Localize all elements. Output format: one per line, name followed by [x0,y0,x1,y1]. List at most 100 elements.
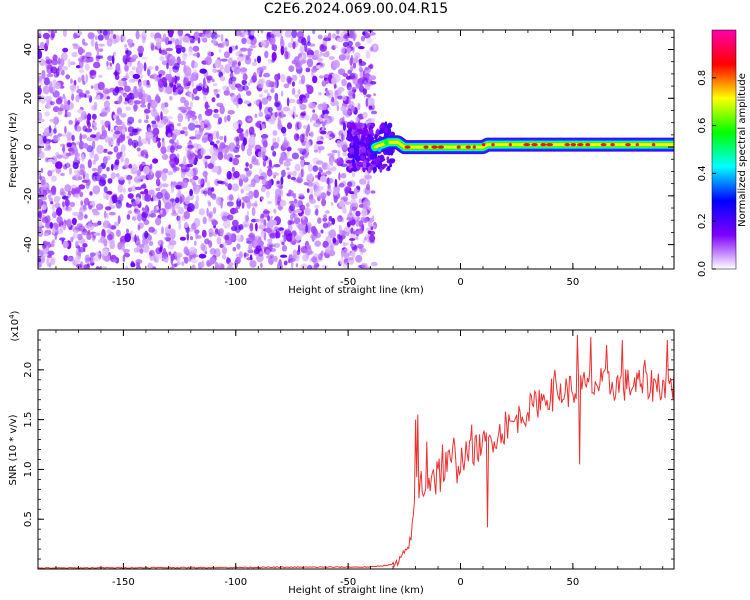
noise-blob [275,30,283,38]
noise-blob [116,107,123,115]
noise-blob [40,95,46,104]
noise-blob [352,45,355,53]
noise-blob [313,121,321,128]
noise-blob [307,264,313,269]
signal-peak [570,143,577,147]
transition-blob [355,157,361,162]
noise-blob [46,257,50,267]
noise-blob [373,93,376,97]
noise-blob [192,143,200,149]
noise-blob [183,53,188,57]
noise-blob [217,151,224,161]
noise-blob [201,229,207,238]
noise-blob [273,164,281,168]
noise-blob [212,113,220,119]
noise-blob [77,46,84,56]
noise-blob [198,208,205,216]
noise-blob [286,150,290,158]
noise-blob [179,195,183,205]
noise-blob [323,37,331,42]
noise-blob [347,89,355,96]
noise-blob [82,80,86,85]
y-tick-label: 1.0 [23,461,34,477]
noise-blob [263,231,267,241]
noise-blob [177,113,184,123]
noise-blob [316,140,324,145]
noise-blob [365,227,372,232]
noise-blob [286,122,293,130]
noise-blob [309,186,314,197]
noise-blob [133,89,139,99]
noise-blob [291,240,297,245]
noise-blob [201,260,205,268]
noise-blob [309,101,313,106]
noise-blob [177,206,184,215]
noise-blob [180,130,185,135]
noise-blob [188,156,196,165]
noise-blob [269,219,277,226]
noise-blob [328,56,335,60]
noise-blob [138,119,142,124]
noise-blob [81,179,89,183]
noise-blob [39,249,43,259]
noise-blob [303,125,308,130]
noise-blob [212,231,217,237]
noise-blob [156,205,159,211]
noise-blob [364,234,369,242]
noise-blob [237,85,245,92]
noise-blob [124,65,129,72]
spectrogram-x-ticks: -150 -100 -50 0 50 [55,30,664,288]
noise-blob [228,57,233,66]
noise-blob [367,230,372,235]
noise-blob [124,252,131,258]
snr-x-ticks: -150 -100 -50 0 50 [55,330,664,588]
noise-blob [237,56,245,62]
noise-blob [204,161,208,169]
noise-blob [72,45,80,50]
noise-blob [200,243,206,251]
noise-blob [176,153,180,159]
noise-blob [330,202,334,206]
noise-blob [350,240,354,250]
snr-series-line [38,334,674,569]
noise-blob [117,79,125,87]
noise-blob [320,172,327,176]
noise-blob [249,45,257,49]
noise-blob [125,203,133,208]
noise-blob [127,138,133,146]
noise-blob [280,126,287,134]
noise-blob [64,198,70,207]
signal-peak [577,143,584,147]
noise-blob [325,210,330,214]
noise-blob [361,208,368,217]
noise-blob [79,133,82,143]
noise-blob [125,174,133,181]
noise-blob [150,163,153,170]
noise-blob [360,248,367,253]
noise-blob [213,224,217,229]
noise-blob [179,106,187,111]
noise-blob [228,142,236,152]
noise-blob [147,102,151,110]
noise-blob [194,240,197,246]
transition-blob [374,133,378,140]
noise-blob [342,151,348,157]
noise-blob [76,89,83,94]
noise-blob [207,217,212,223]
noise-blob [346,47,352,53]
noise-blob [307,35,311,43]
noise-blob [49,118,55,123]
noise-blob [92,140,96,150]
noise-blob [61,65,69,71]
noise-blob [204,109,213,117]
noise-blob [280,176,284,185]
noise-blob [263,89,269,94]
noise-blob [297,89,301,95]
noise-blob [247,82,251,86]
noise-blob [283,83,290,89]
noise-blob [130,185,137,192]
noise-blob [124,174,127,179]
noise-blob [154,37,162,42]
noise-blob [337,151,341,161]
noise-blob [236,243,241,249]
